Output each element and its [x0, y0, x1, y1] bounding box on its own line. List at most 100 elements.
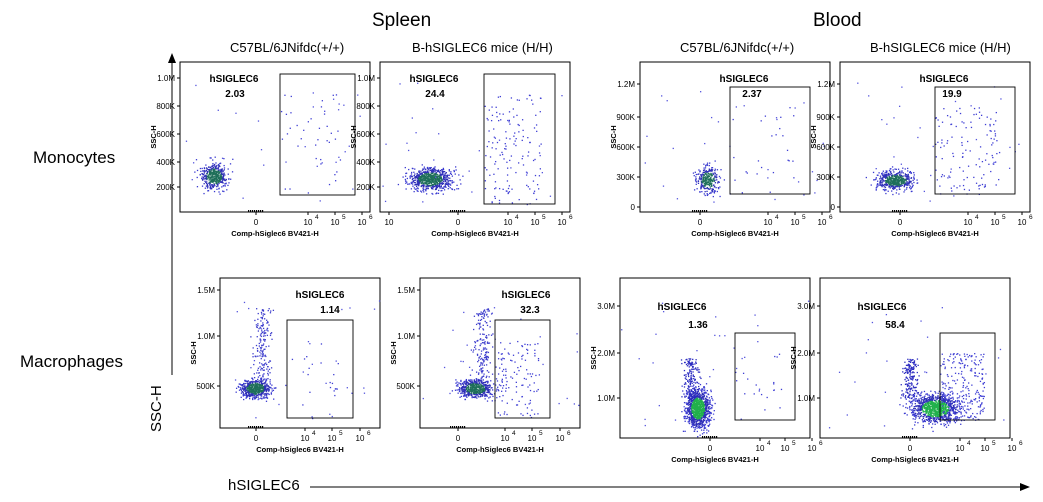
event-dot	[702, 420, 704, 422]
x-tick-label: 10	[964, 218, 973, 227]
event-dot	[487, 316, 489, 318]
event-dot	[746, 172, 748, 174]
event-dot	[484, 395, 486, 397]
event-dot	[900, 174, 903, 177]
event-dot	[708, 183, 710, 185]
event-dot	[710, 408, 712, 410]
event-dot	[510, 155, 513, 157]
event-dot	[219, 179, 222, 181]
event-dot	[433, 159, 435, 161]
event-dot	[900, 185, 902, 187]
event-dot	[718, 187, 720, 190]
event-dot	[266, 327, 269, 330]
event-dot	[970, 126, 973, 129]
event-dot	[685, 411, 688, 413]
event-dot	[262, 375, 264, 378]
event-dot	[518, 400, 520, 402]
gate-name-label: hSIGLEC6	[410, 74, 459, 85]
event-dot	[465, 382, 467, 385]
event-dot	[539, 111, 541, 113]
event-dot	[893, 182, 895, 184]
event-dot	[951, 136, 953, 138]
x-tick-exponent: 5	[802, 214, 806, 221]
event-dot	[706, 162, 709, 164]
event-dot	[420, 176, 422, 178]
event-dot	[452, 329, 454, 331]
event-dot	[230, 178, 232, 180]
event-dot	[263, 369, 265, 371]
event-dot	[701, 424, 703, 426]
event-dot	[533, 192, 535, 195]
event-dot	[466, 389, 469, 392]
event-dot	[270, 367, 273, 369]
event-dot	[440, 182, 442, 184]
event-dot	[978, 188, 980, 190]
event-dot	[485, 381, 487, 383]
event-dot	[447, 183, 449, 185]
event-dot	[263, 390, 265, 392]
event-dot	[706, 171, 708, 173]
event-dot	[526, 407, 529, 409]
event-dot	[889, 187, 891, 189]
event-dot	[695, 400, 697, 402]
axis-pile-mark	[898, 210, 900, 212]
event-dot	[895, 173, 898, 175]
event-dot	[473, 328, 475, 331]
event-dot	[315, 144, 317, 146]
event-dot	[888, 177, 891, 179]
event-dot	[433, 175, 435, 177]
event-dot	[732, 118, 734, 121]
event-dot	[687, 402, 689, 405]
event-dot	[209, 167, 212, 169]
event-dot	[270, 332, 273, 334]
event-dot	[482, 390, 484, 392]
event-dot	[502, 374, 505, 376]
event-dot	[460, 390, 462, 392]
event-dot	[505, 384, 508, 386]
event-dot	[469, 380, 472, 383]
x-axis-arrow	[310, 483, 1030, 491]
event-dot	[466, 344, 468, 346]
event-dot	[412, 181, 414, 183]
event-dot	[446, 178, 449, 181]
event-dot	[698, 408, 700, 410]
event-dot	[529, 389, 532, 392]
event-dot	[515, 138, 517, 140]
event-dot	[255, 380, 257, 382]
event-dot	[500, 384, 502, 387]
axis-pile-mark	[256, 210, 258, 212]
event-dot	[486, 145, 488, 148]
event-dot	[998, 151, 1001, 154]
event-dot	[423, 180, 425, 182]
event-dot	[255, 390, 257, 392]
event-dot	[260, 377, 262, 379]
event-dot	[735, 106, 737, 108]
event-dot	[220, 175, 223, 178]
event-dot	[950, 168, 952, 170]
event-dot	[956, 110, 958, 112]
event-dot	[224, 185, 226, 187]
event-dot	[704, 397, 707, 399]
event-dot	[951, 190, 953, 192]
event-dot	[711, 182, 713, 184]
event-dot	[682, 430, 685, 432]
event-dot	[891, 185, 893, 187]
event-dot	[253, 373, 255, 375]
event-dot	[487, 380, 489, 383]
event-dot	[703, 182, 706, 185]
event-dot	[492, 333, 494, 335]
event-dot	[432, 169, 435, 172]
event-dot	[251, 398, 254, 401]
event-dot	[260, 395, 263, 397]
event-dot	[695, 420, 697, 423]
event-dot	[213, 190, 216, 193]
event-dot	[412, 180, 415, 182]
axis-pile-mark	[450, 426, 452, 428]
event-dot	[195, 159, 198, 161]
event-dot	[495, 106, 497, 108]
event-dot	[1008, 167, 1011, 169]
event-dot	[705, 383, 708, 385]
event-dot	[690, 407, 692, 410]
event-dot	[337, 130, 339, 132]
